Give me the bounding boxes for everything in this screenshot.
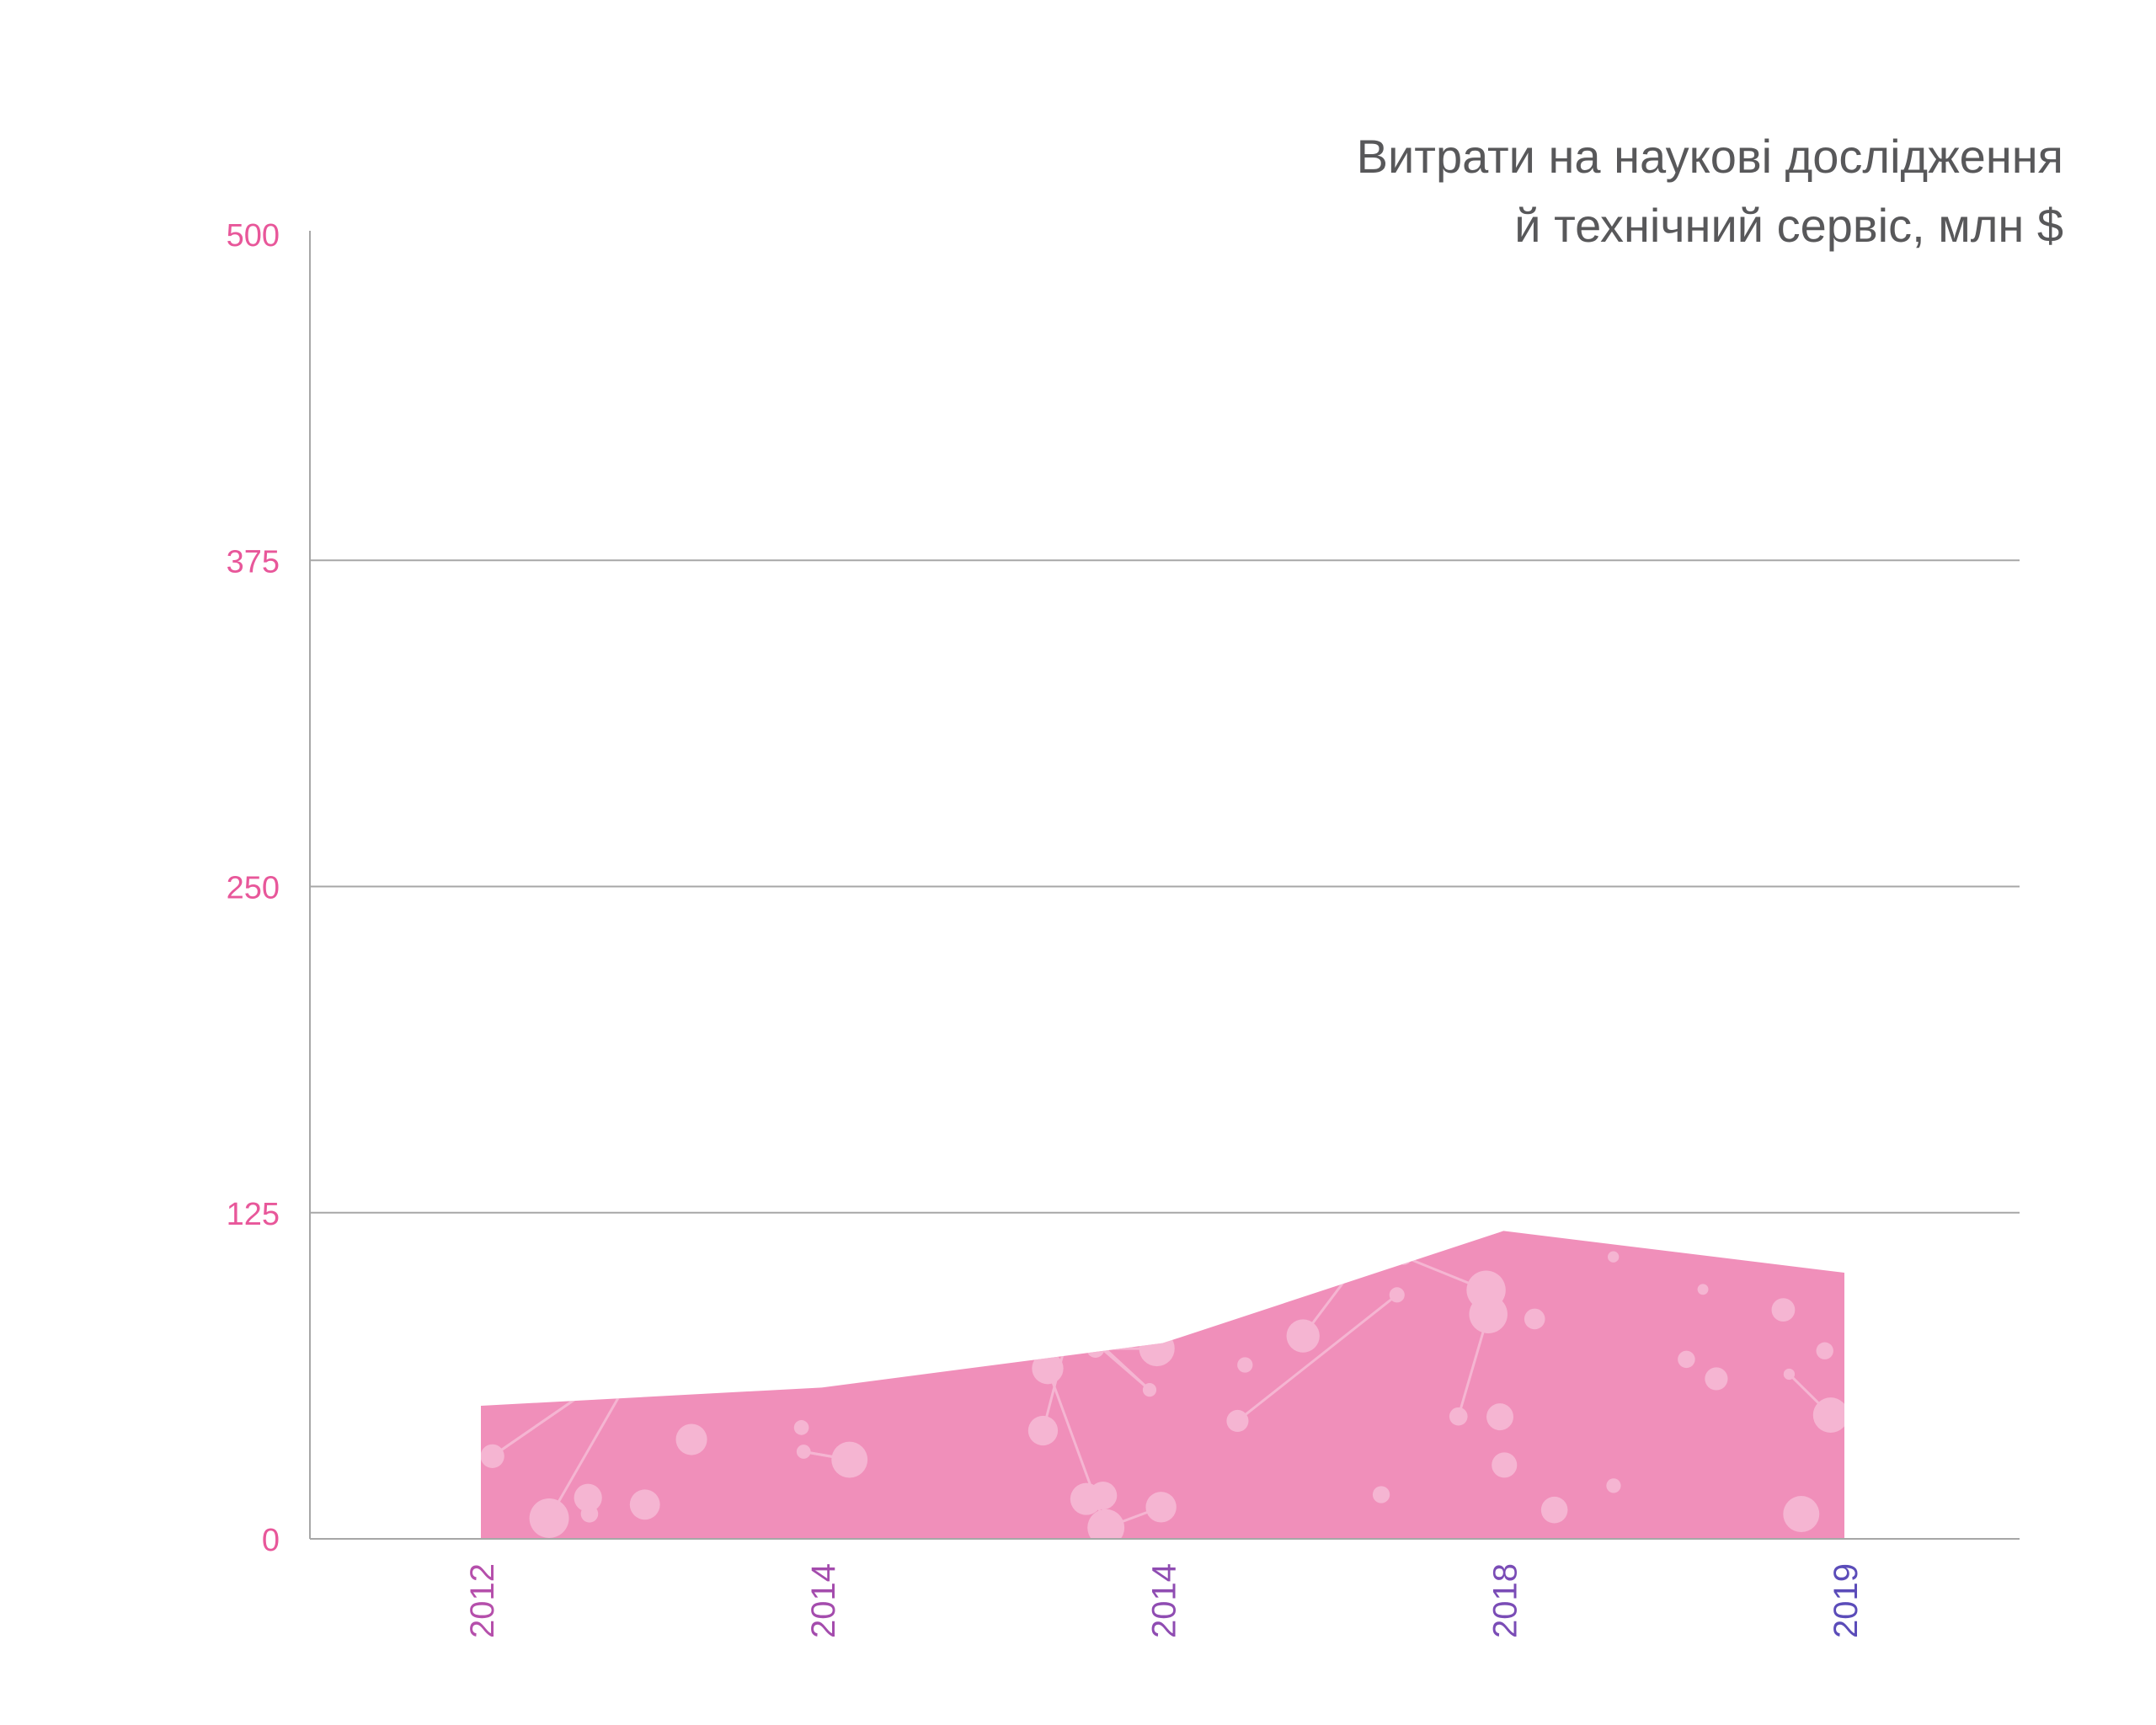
pattern-node bbox=[1540, 1496, 1568, 1524]
pattern-node bbox=[481, 1444, 504, 1468]
pattern-link bbox=[1147, 1217, 1155, 1221]
pattern-node bbox=[1089, 1231, 1102, 1236]
gridlines bbox=[310, 559, 2020, 1214]
pattern-node bbox=[1678, 1350, 1695, 1369]
pattern-node bbox=[481, 1307, 504, 1336]
pattern-node bbox=[1783, 1496, 1820, 1533]
pattern-node bbox=[503, 1299, 525, 1321]
pattern-node bbox=[1783, 1368, 1796, 1381]
pattern-node bbox=[1524, 1308, 1545, 1330]
pattern-node bbox=[675, 1423, 707, 1455]
pattern-node bbox=[1070, 1482, 1102, 1515]
pattern-node bbox=[539, 1312, 564, 1338]
y-tick-label-500: 500 bbox=[227, 218, 280, 254]
pattern-node bbox=[1062, 1231, 1103, 1251]
pattern-node bbox=[995, 1247, 1027, 1278]
pattern-node bbox=[777, 1283, 813, 1317]
pattern-node bbox=[1816, 1342, 1833, 1359]
pattern-node bbox=[1237, 1357, 1253, 1373]
pattern-node bbox=[1061, 1231, 1102, 1246]
area-series bbox=[481, 1194, 1844, 1539]
pattern-node bbox=[796, 1445, 811, 1459]
pattern-node bbox=[580, 1505, 599, 1523]
y-tick-label-250: 250 bbox=[227, 871, 280, 906]
chart-title-line-1: Витрати на наукові дослідження bbox=[1356, 130, 2063, 183]
pattern-node bbox=[1469, 1295, 1508, 1334]
pattern-link bbox=[590, 1231, 632, 1363]
axes bbox=[309, 231, 2020, 1540]
pattern-node bbox=[831, 1441, 868, 1478]
x-tick-labels: 2012 2014 2014 2018 2019 bbox=[464, 1563, 1865, 1638]
pattern-node bbox=[1362, 1237, 1380, 1255]
pattern-link bbox=[1236, 1294, 1398, 1423]
pattern-node bbox=[1396, 1248, 1412, 1265]
pattern-node bbox=[618, 1350, 642, 1374]
pattern-node bbox=[579, 1194, 606, 1220]
pattern-node bbox=[1486, 1403, 1513, 1431]
pattern-node bbox=[881, 1195, 910, 1224]
pattern-node bbox=[1492, 1452, 1518, 1478]
pattern-link bbox=[666, 1254, 796, 1301]
y-tick-labels: 0 125 250 375 500 bbox=[227, 218, 280, 1558]
pattern-node bbox=[800, 1337, 827, 1363]
pattern-link bbox=[1040, 1231, 1155, 1298]
x-tick-label-3: 2018 bbox=[1486, 1563, 1524, 1638]
pattern-node bbox=[1027, 1415, 1059, 1446]
pattern-node bbox=[1219, 1304, 1235, 1320]
pattern-node bbox=[574, 1483, 602, 1512]
pattern-node bbox=[1607, 1251, 1620, 1263]
pattern-node bbox=[629, 1489, 660, 1520]
pattern-node bbox=[1066, 1314, 1094, 1341]
pattern-node bbox=[1145, 1208, 1164, 1226]
pattern-node bbox=[1321, 1231, 1343, 1241]
pattern-node bbox=[1697, 1284, 1709, 1295]
pattern-node bbox=[1139, 1330, 1175, 1367]
pattern-node bbox=[1449, 1407, 1468, 1426]
x-tick-label-2: 2014 bbox=[1146, 1563, 1183, 1638]
pattern-node bbox=[1103, 1231, 1138, 1259]
pattern-link bbox=[1080, 1305, 1201, 1329]
chart-title-line-2: й технічний сервіс, млн $ bbox=[1514, 199, 2063, 252]
pattern-node bbox=[662, 1250, 673, 1261]
pattern-node bbox=[626, 1330, 665, 1370]
chart-title: Витрати на наукові дослідження й технічн… bbox=[1357, 122, 2063, 260]
x-tick-label-4: 2019 bbox=[1828, 1563, 1865, 1638]
pattern-node bbox=[529, 1498, 569, 1538]
pattern-node bbox=[1812, 1397, 1844, 1433]
pattern-node bbox=[1194, 1300, 1206, 1312]
pattern-node bbox=[1024, 1279, 1059, 1313]
pattern-link bbox=[1039, 1231, 1083, 1297]
pattern-node bbox=[758, 1317, 790, 1349]
pattern-node bbox=[1032, 1353, 1064, 1385]
pattern-node bbox=[1142, 1383, 1157, 1397]
y-tick-label-375: 375 bbox=[227, 544, 280, 579]
pattern-node bbox=[586, 1215, 602, 1231]
pattern-node bbox=[1606, 1478, 1621, 1493]
pattern-node bbox=[1364, 1231, 1390, 1239]
pattern-node bbox=[1087, 1509, 1125, 1539]
pattern-node bbox=[1226, 1409, 1249, 1433]
pattern-node bbox=[1145, 1492, 1177, 1523]
pattern-node bbox=[1823, 1415, 1839, 1431]
pattern-node bbox=[1286, 1319, 1320, 1353]
pattern-node bbox=[1771, 1298, 1796, 1322]
x-tick-label-1: 2014 bbox=[805, 1563, 842, 1638]
pattern-node bbox=[1136, 1231, 1157, 1232]
y-tick-label-0: 0 bbox=[262, 1523, 280, 1558]
pattern-node bbox=[725, 1328, 753, 1356]
pattern-link bbox=[645, 1340, 739, 1352]
pattern-node bbox=[1389, 1287, 1405, 1303]
pattern-node bbox=[1705, 1367, 1728, 1391]
pattern-node bbox=[1086, 1339, 1105, 1358]
y-tick-label-125: 125 bbox=[227, 1197, 280, 1232]
pattern-node bbox=[1372, 1486, 1390, 1503]
x-tick-label-0: 2012 bbox=[464, 1563, 501, 1638]
pattern-node bbox=[793, 1420, 809, 1435]
